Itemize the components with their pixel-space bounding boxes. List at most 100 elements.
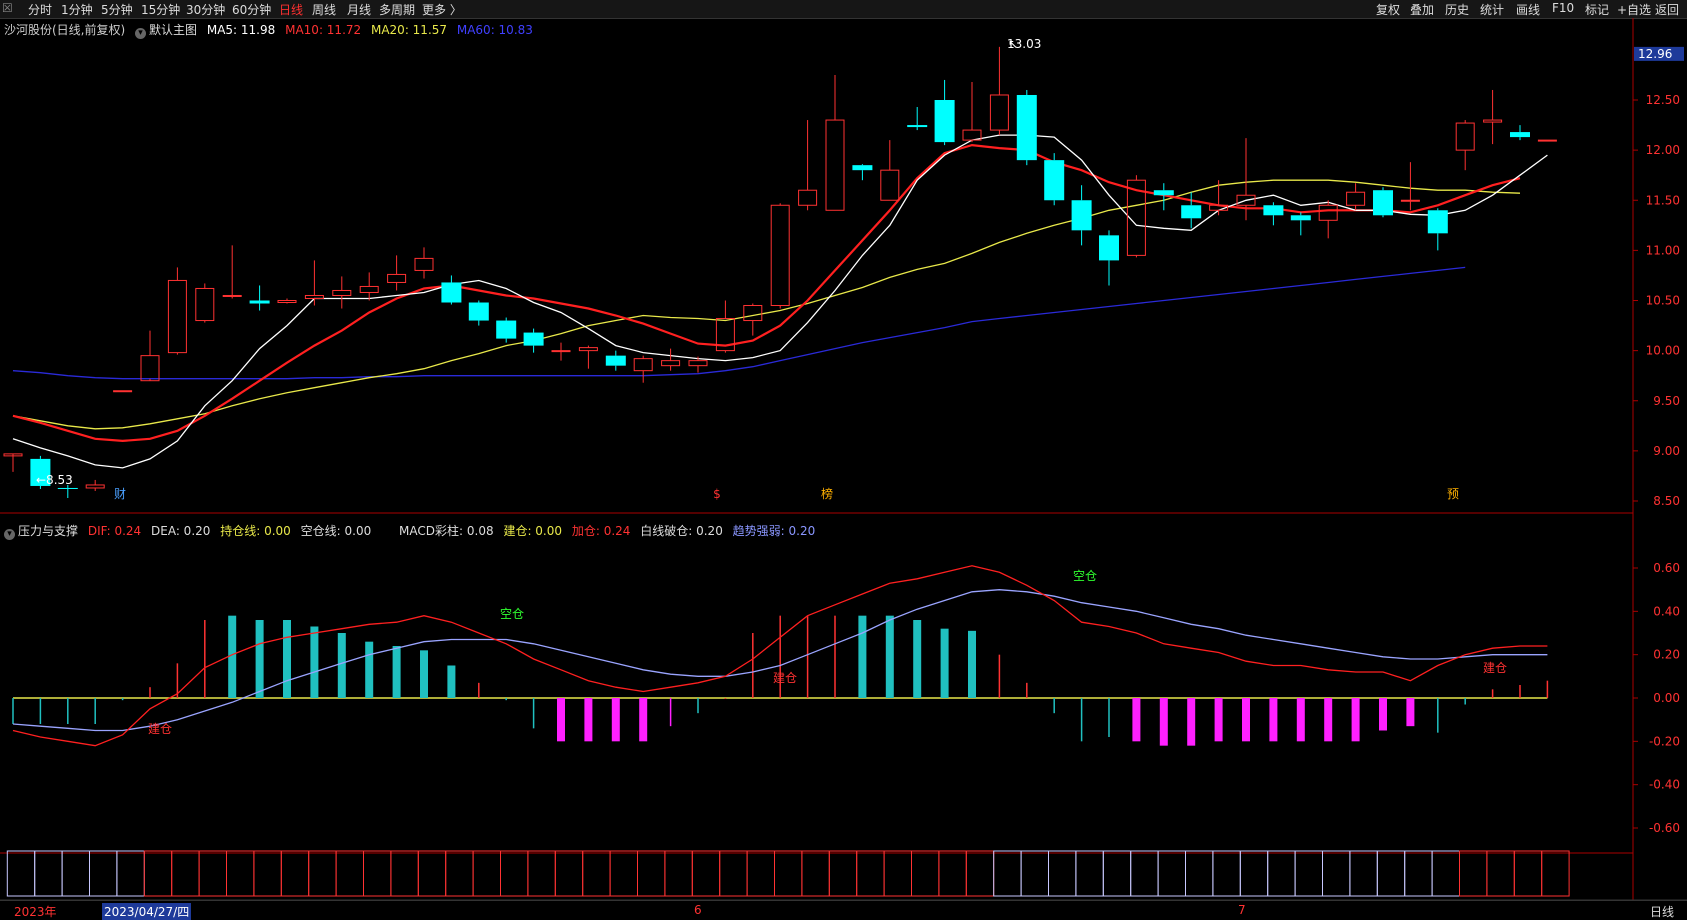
macd-bar [532, 698, 535, 729]
close-icon[interactable]: ☒ [2, 1, 13, 15]
dif-line [12, 565, 1548, 747]
macd-bar [940, 628, 949, 698]
ma20-value: MA20: 11.57 [370, 23, 448, 37]
position-box [938, 850, 967, 897]
macd-bar [94, 698, 96, 724]
price-tick-label: 10.50 [1646, 294, 1680, 308]
position-box [554, 850, 584, 897]
candle-up [743, 305, 763, 322]
position-box [691, 850, 721, 897]
macd-bar [1379, 698, 1387, 731]
tool-button-0[interactable]: 复权 [1376, 3, 1401, 17]
position-box [1294, 850, 1323, 897]
candle-up [1537, 139, 1557, 142]
position-box [226, 850, 255, 897]
position-box [1267, 850, 1296, 897]
macd-bar [149, 687, 151, 698]
period-tab-6[interactable]: 日线 [279, 3, 304, 17]
macd-bar [1132, 698, 1141, 742]
position-box [171, 850, 200, 897]
dea-value: DEA: 0.20 [151, 524, 211, 538]
signal-kongcang-2: 空仓 [1073, 569, 1097, 583]
event-mark-bang: 榜 [821, 486, 833, 501]
candle-down [1071, 200, 1092, 231]
period-tab-5[interactable]: 60分钟 [232, 3, 272, 17]
candle-down [934, 100, 955, 143]
period-tab-8[interactable]: 月线 [347, 3, 372, 17]
macd-bar [447, 665, 456, 698]
position-box [856, 850, 885, 897]
macd-bar [913, 620, 922, 698]
position-box [116, 850, 145, 897]
tool-button-2[interactable]: 历史 [1445, 3, 1470, 17]
macd-bar [724, 698, 727, 699]
candle-up [304, 294, 324, 299]
period-tab-9[interactable]: 多周期 [379, 3, 416, 17]
macd-bar [228, 615, 237, 698]
position-box [253, 850, 282, 897]
price-tick-label: 9.00 [1653, 444, 1680, 458]
position-box [500, 850, 529, 897]
position-box [993, 850, 1022, 897]
kline-chart[interactable]: 12.50 12.00 11.50 11.00 10.50 10.00 9.50 9.00 8.… [0, 18, 1687, 900]
period-tab-7[interactable]: 周线 [312, 3, 337, 17]
candle-down [1510, 132, 1530, 138]
candle-up [414, 257, 434, 271]
tool-button-1[interactable]: 叠加 [1410, 3, 1435, 17]
tool-button-8[interactable]: 返回 [1655, 3, 1680, 17]
candle-down [441, 282, 462, 303]
period-label[interactable]: 日线 [1650, 905, 1675, 919]
dropdown-icon[interactable]: ▾ [4, 529, 15, 540]
macd-bar [310, 626, 319, 698]
macd-bar [885, 615, 894, 698]
period-tab-10[interactable]: 更多 〉 [422, 3, 462, 17]
period-tab-2[interactable]: 5分钟 [101, 3, 133, 17]
tool-button-7[interactable]: +自选 [1617, 3, 1652, 17]
position-box [198, 850, 228, 897]
trend-value: 趋势强弱: 0.20 [732, 524, 816, 538]
break-value: 白线破仓: 0.20 [640, 524, 723, 538]
indicator-name[interactable]: 压力与支撑 [18, 524, 79, 538]
position-box [1404, 850, 1433, 897]
period-tab-1[interactable]: 1分钟 [61, 3, 93, 17]
macd-bar [1519, 685, 1521, 698]
macd-bar [12, 698, 14, 724]
candle-up [359, 285, 379, 293]
period-tab-0[interactable]: 分时 [28, 3, 53, 17]
tool-button-4[interactable]: 画线 [1516, 3, 1541, 17]
stock-title[interactable]: 沙河股份(日线,前复权) [4, 23, 126, 37]
position-box [1513, 850, 1543, 897]
macd-bar [505, 698, 507, 701]
position-box [911, 850, 940, 897]
period-tab-4[interactable]: 30分钟 [186, 3, 226, 17]
current-price-box [1634, 46, 1684, 61]
macd-bar [1187, 698, 1196, 746]
dropdown-icon[interactable]: ▾ [135, 28, 147, 39]
candle-up [85, 484, 105, 489]
candle-up [825, 119, 845, 211]
candle-down [57, 487, 78, 489]
position-box [1075, 850, 1104, 897]
macd-bar [121, 698, 124, 701]
sub-tick-label: 0.40 [1653, 604, 1680, 618]
tool-button-6[interactable]: 标记 [1585, 3, 1610, 17]
macd-bar [858, 615, 867, 698]
position-box [774, 850, 803, 897]
ma10-value: MA10: 11.72 [285, 23, 362, 37]
tool-button-5[interactable]: F10 [1552, 1, 1575, 15]
macd-bar [1464, 698, 1466, 705]
candle-down [496, 320, 517, 339]
period-tab-3[interactable]: 15分钟 [141, 3, 181, 17]
candle-up [798, 189, 818, 206]
candle-up [578, 347, 598, 352]
tool-button-3[interactable]: 统计 [1480, 3, 1505, 17]
position-box [1212, 850, 1241, 897]
candle-up [1209, 204, 1229, 211]
candle-up [1400, 199, 1420, 202]
high-label: 13.03 [1007, 37, 1041, 51]
main-template[interactable]: 默认主图 [149, 23, 198, 37]
macd-bar [1406, 698, 1415, 727]
candle-up [880, 169, 900, 201]
position-box [719, 850, 748, 897]
price-tick-label: 12.50 [1646, 93, 1680, 107]
